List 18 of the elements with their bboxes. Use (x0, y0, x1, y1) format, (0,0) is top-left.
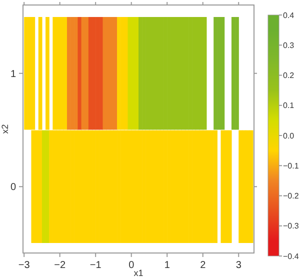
x-tick-label: −2 (54, 260, 66, 271)
x-tick-label: 2 (200, 260, 206, 271)
y-axis-title: x2 (0, 124, 10, 134)
color-bar-label: 0.1 (283, 101, 295, 110)
color-bar-label: −0.4 (283, 252, 300, 261)
color-bar-label: −0.1 (283, 161, 300, 170)
x-axis-title: x1 (134, 268, 144, 278)
x-tick-label: 1 (164, 260, 170, 271)
color-bar-label: −0.2 (283, 192, 300, 201)
color-bar-label: 0.4 (283, 10, 295, 20)
color-bar-label: 0.3 (283, 40, 295, 50)
color-bar-label: 0.2 (283, 71, 295, 80)
x-tick-label: 0 (128, 260, 135, 271)
color-bar-label: −0.3 (283, 222, 300, 231)
x-tick-label: 3 (236, 260, 242, 271)
x-tick-label: −3 (18, 260, 30, 271)
x-tick-label: −1 (90, 260, 102, 271)
color-bar-label: 0.0 (283, 131, 295, 140)
